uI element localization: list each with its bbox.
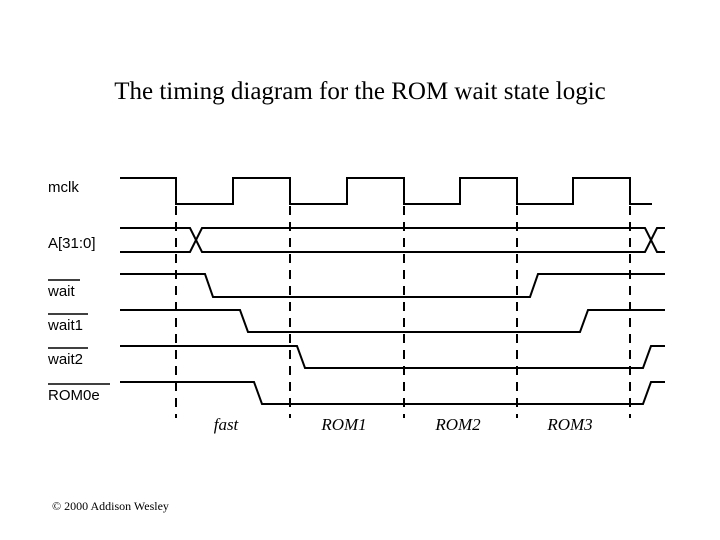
phase-label-fast: fast bbox=[214, 415, 240, 434]
diagram-title: The timing diagram for the ROM wait stat… bbox=[114, 78, 606, 105]
signal-label-address: A[31:0] bbox=[48, 235, 96, 252]
phase-label-rom1: ROM1 bbox=[320, 415, 366, 434]
phase-label-rom3: ROM3 bbox=[546, 415, 592, 434]
waveform-rom0e bbox=[120, 381, 665, 405]
phase-label-rom2: ROM2 bbox=[434, 415, 481, 434]
signal-label-wait2: wait2 bbox=[47, 351, 83, 368]
waveform-address-top bbox=[120, 227, 665, 253]
waveform-address-bottom bbox=[120, 227, 665, 253]
signal-label-wait: wait bbox=[47, 283, 76, 300]
signal-label-rom0e: ROM0e bbox=[48, 387, 100, 404]
waveform-mclk bbox=[120, 177, 652, 205]
signal-label-wait1: wait1 bbox=[47, 317, 83, 334]
waveform-wait bbox=[120, 273, 665, 298]
signal-label-mclk: mclk bbox=[48, 179, 79, 196]
copyright-notice: © 2000 Addison Wesley bbox=[52, 499, 169, 513]
waveform-wait2 bbox=[120, 345, 665, 369]
waveform-wait1 bbox=[120, 309, 665, 333]
